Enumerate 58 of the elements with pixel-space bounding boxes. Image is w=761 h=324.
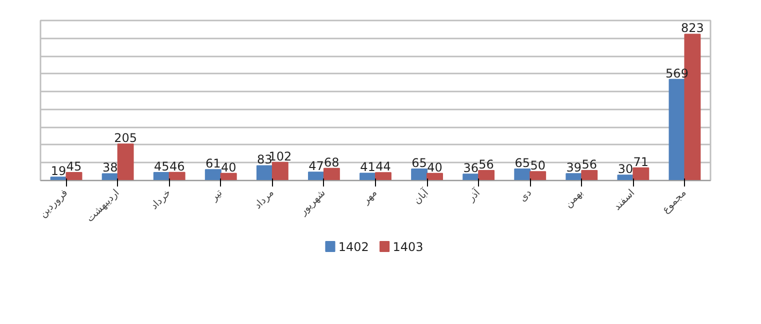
- data-label: 41: [360, 160, 376, 174]
- data-label: 56: [582, 158, 598, 172]
- bar: [478, 170, 495, 180]
- x-tick-label: مجموع: [660, 188, 689, 216]
- data-label: 61: [206, 156, 221, 171]
- bar: [308, 172, 324, 180]
- data-label: 47: [308, 159, 324, 174]
- data-label: 823: [681, 21, 704, 36]
- legend-label: 1403: [392, 240, 424, 254]
- x-tick-label: شهریور: [297, 188, 328, 218]
- x-tick-label: مرداد: [252, 188, 276, 212]
- bar: [360, 172, 376, 180]
- x-tick-label: مهر: [360, 188, 380, 208]
- bar: [220, 172, 237, 180]
- bar: [204, 169, 222, 180]
- data-label: 39: [566, 160, 582, 175]
- bar: [375, 172, 392, 180]
- bar: [66, 172, 82, 180]
- data-label: 40: [220, 160, 236, 174]
- data-label: 38: [102, 160, 118, 175]
- data-label: 36: [463, 161, 478, 176]
- bar: [668, 78, 686, 180]
- data-label: 30: [618, 162, 634, 176]
- data-label: 205: [114, 131, 137, 146]
- data-label: 40: [427, 160, 442, 174]
- bar: [168, 172, 186, 180]
- data-label: 71: [633, 154, 649, 169]
- legend-label: 1402: [338, 240, 369, 254]
- x-tick-label: اسفند: [612, 188, 638, 213]
- x-tick-label: تیر: [208, 187, 225, 204]
- data-label: 44: [376, 160, 391, 174]
- x-tick-label: بهمن: [563, 188, 586, 210]
- data-label: 65: [412, 156, 427, 170]
- bar: [102, 173, 118, 180]
- x-tick-label: اردیبهشت: [84, 188, 122, 225]
- bar: [530, 171, 546, 180]
- bar: [426, 172, 443, 180]
- bar: [117, 144, 134, 180]
- data-label: 56: [478, 158, 494, 172]
- x-tick-label: دی: [518, 188, 534, 204]
- bar: [581, 170, 598, 180]
- data-label: 50: [530, 158, 546, 173]
- data-label: 46: [169, 159, 185, 174]
- x-tick-label: آبان: [410, 185, 432, 207]
- data-label: 65: [514, 156, 530, 170]
- data-label: 19: [50, 164, 66, 178]
- x-tick-label: آذر: [464, 185, 484, 205]
- bar: [272, 162, 288, 180]
- data-label: 45: [154, 160, 170, 174]
- x-tick-label: فروردین: [38, 187, 70, 220]
- bar: [323, 168, 340, 180]
- bar: [256, 165, 273, 180]
- bar: [411, 168, 428, 180]
- bar: [514, 168, 531, 180]
- data-label: 68: [324, 155, 340, 170]
- x-tick-label: خرداد: [148, 188, 174, 212]
- data-label: 45: [66, 160, 82, 174]
- bar: [632, 167, 650, 180]
